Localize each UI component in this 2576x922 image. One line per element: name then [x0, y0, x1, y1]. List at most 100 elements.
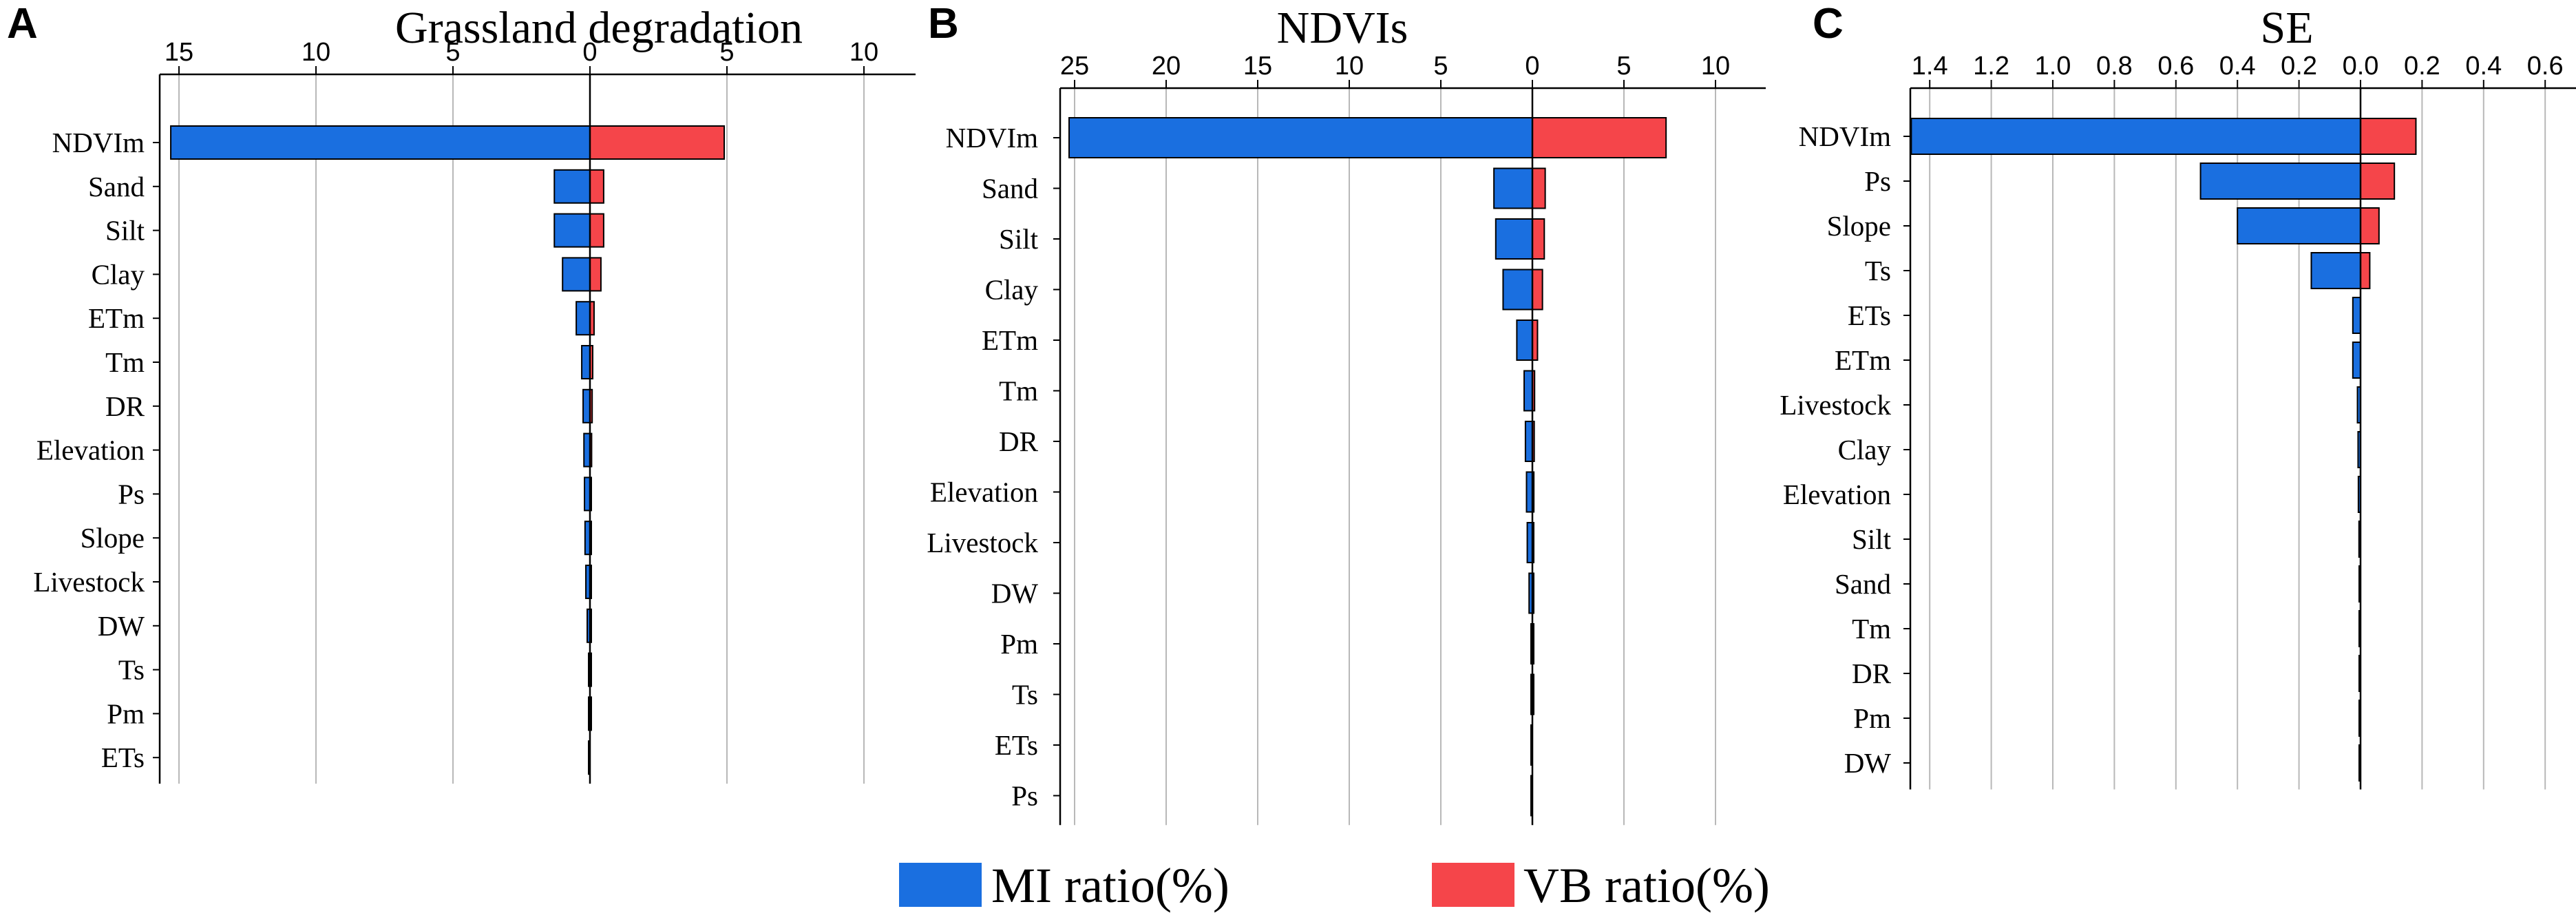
bar-mi [582, 388, 591, 423]
panel-a: A Grassland degradation 15 10 5 0 5 10 NDVIm Sand… [7, 0, 916, 784]
category-label: Tm [105, 346, 145, 378]
category-label: DW [1844, 747, 1892, 779]
category-label: ETs [101, 742, 145, 773]
x-tick-label: 10 [1335, 52, 1364, 81]
bar-mi [576, 301, 591, 336]
category-label: Ps [118, 478, 145, 510]
category-label: ETm [982, 324, 1038, 356]
category-label: Clay [1838, 434, 1892, 465]
category-label: DW [991, 578, 1039, 609]
panel-c: C SE 1.4 1.2 1.0 0.8 0.6 0.4 0.2 0.0 0.2 0.4 0.6 NDVI… [1780, 0, 2576, 790]
category-label: Pm [1853, 702, 1891, 734]
x-tick-label: 0.6 [2157, 52, 2194, 81]
category-label: Pm [107, 698, 145, 729]
category-label: Livestock [33, 566, 145, 598]
category-label: DR [1852, 658, 1892, 689]
category-label: NDVIm [52, 127, 145, 158]
x-tick-label: 5 [445, 38, 460, 67]
category-label: Sand [88, 171, 145, 202]
bar-vb [2360, 163, 2396, 200]
panel-letter: B [928, 0, 959, 48]
x-tick-label: 10 [302, 38, 330, 67]
x-tick-label: 5 [1433, 52, 1448, 81]
x-tick-label: 0.8 [2096, 52, 2133, 81]
x-tick-label: 0.4 [2219, 52, 2256, 81]
bar-mi [2310, 252, 2361, 289]
chart-title: NDVIs [1277, 3, 1408, 53]
bar-vb [1532, 269, 1543, 311]
x-tick-label: 0.6 [2527, 52, 2564, 81]
x-tick-label: 0.2 [2404, 52, 2440, 81]
bar-vb [1532, 117, 1667, 158]
x-tick-label: 0.2 [2281, 52, 2317, 81]
category-label: Livestock [927, 527, 1038, 558]
category-label: Tm [1852, 613, 1891, 645]
bar-mi [2352, 342, 2361, 379]
bar-mi [1524, 421, 1534, 462]
panel-b: B NDVIs 25 20 15 10 5 0 5 10 NDVIm Sand Silt Clay ETm T… [927, 0, 1766, 826]
bar-vb [589, 257, 602, 292]
category-label: ETm [1835, 344, 1891, 376]
category-label: Elevation [36, 434, 145, 466]
x-tick-label: 5 [1616, 52, 1631, 81]
x-tick-label: 15 [165, 38, 193, 67]
category-label: Slope [81, 522, 145, 554]
bar-vb [1532, 167, 1546, 209]
category-label: ETm [88, 302, 145, 334]
category-label: Elevation [930, 476, 1038, 508]
bar-vb [1532, 218, 1545, 260]
x-tick-label: 1.2 [1973, 52, 2009, 81]
bar-vb [2360, 118, 2417, 155]
panel-letter: C [1813, 0, 1844, 48]
category-label: NDVIm [946, 122, 1038, 154]
bar-mi [1495, 218, 1534, 260]
bar-mi [1525, 471, 1534, 513]
bar-mi [1502, 269, 1533, 311]
bar-mi [553, 213, 591, 248]
legend-vb-label: VB ratio(%) [1523, 858, 1770, 913]
x-tick-label: 10 [849, 38, 878, 67]
x-tick-label: 1.4 [1912, 52, 1948, 81]
bar-mi [170, 125, 591, 160]
bar-mi [1493, 167, 1533, 209]
category-label: Tm [999, 375, 1038, 407]
x-tick-label: 5 [719, 38, 734, 67]
chart-title: SE [2260, 3, 2313, 53]
legend-mi-label: MI ratio(%) [991, 858, 1229, 913]
category-label: Sand [1835, 568, 1891, 600]
category-label: DR [105, 390, 145, 422]
bar-mi [2237, 207, 2361, 244]
bar-mi [1523, 370, 1534, 412]
category-label: Ps [1011, 780, 1038, 812]
category-label: Slope [1827, 210, 1891, 242]
category-label: Ts [1012, 679, 1038, 711]
bar-mi [1910, 118, 2361, 155]
x-tick-label: 20 [1152, 52, 1181, 81]
category-label: Ps [1864, 165, 1891, 197]
bar-mi [2352, 297, 2361, 334]
category-label: Silt [1852, 523, 1892, 555]
bar-mi [562, 257, 591, 292]
category-label: DW [98, 610, 145, 642]
bar-mi [2199, 163, 2362, 200]
x-tick-label: 0 [1525, 52, 1539, 81]
bar-mi [1516, 319, 1533, 361]
category-label: Silt [999, 223, 1039, 255]
bar-vb [2360, 252, 2371, 289]
bar-mi [553, 169, 591, 204]
bar-vb [589, 125, 726, 160]
x-tick-label: 25 [1060, 52, 1089, 81]
x-tick-label: 15 [1243, 52, 1272, 81]
category-label: Pm [1000, 628, 1038, 660]
category-label: Clay [985, 274, 1039, 306]
legend-vb-swatch [1432, 863, 1514, 907]
bar-vb [2360, 207, 2380, 244]
x-tick-label: 1.0 [2035, 52, 2071, 81]
category-label: ETs [995, 729, 1038, 761]
bar-mi [581, 345, 591, 379]
chart-title: Grassland degradation [395, 3, 803, 53]
legend: MI ratio(%) VB ratio(%) [899, 858, 1770, 913]
category-label: ETs [1848, 300, 1891, 331]
bar-vb [589, 169, 604, 204]
